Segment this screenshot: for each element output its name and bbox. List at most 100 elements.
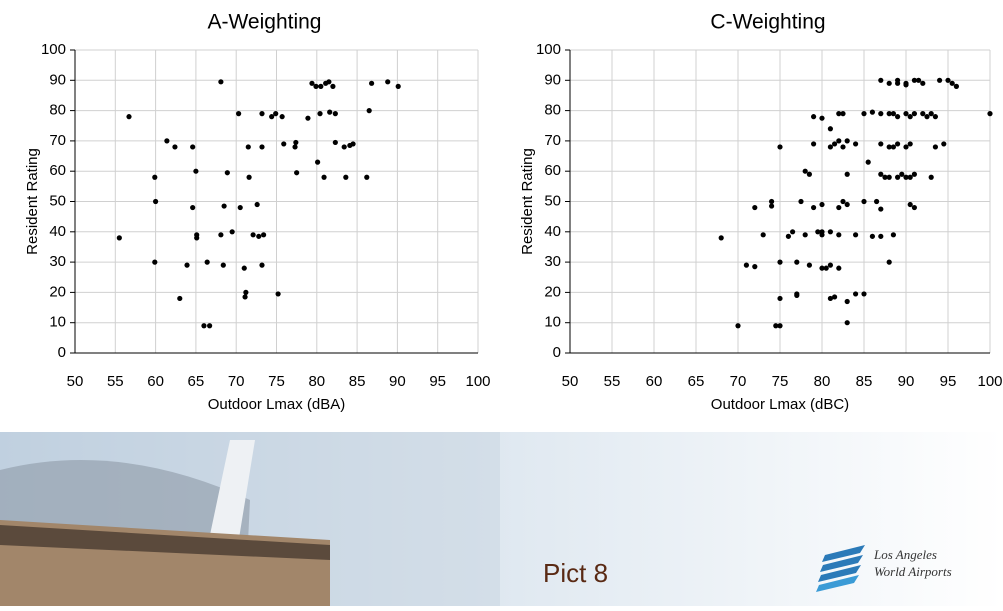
point [828,263,833,268]
x-tick-label: 85 [349,373,366,390]
point [280,114,285,119]
point [870,110,875,115]
point [117,235,122,240]
point [845,202,850,207]
point [878,234,883,239]
point [281,141,286,146]
point [205,260,210,265]
point [861,291,866,296]
point [878,78,883,83]
point [811,114,816,119]
point [950,81,955,86]
point [364,175,369,180]
point [903,144,908,149]
point [294,170,299,175]
point [305,116,310,121]
point [744,263,749,268]
y-tick-label: 10 [544,314,561,331]
point [828,126,833,131]
point [903,81,908,86]
point [912,111,917,116]
point [761,232,766,237]
point [908,141,913,146]
point [786,234,791,239]
x-tick-label: 75 [268,373,285,390]
point [243,290,248,295]
point [819,202,824,207]
point [769,199,774,204]
point [891,111,896,116]
point [878,172,883,177]
point [318,84,323,89]
y-tick-label: 70 [544,132,561,149]
point [184,263,189,268]
point [251,232,256,237]
point [164,138,169,143]
point [255,202,260,207]
point [887,260,892,265]
point [819,116,824,121]
point [945,78,950,83]
y-tick-label: 100 [536,41,561,58]
y-tick-label: 60 [544,162,561,179]
x-tick-label: 65 [188,373,205,390]
logo-text: World Airports [874,564,952,579]
point [790,229,795,234]
point [887,81,892,86]
point [259,144,264,149]
point [794,260,799,265]
point [895,78,900,83]
point [350,141,355,146]
point [218,79,223,84]
y-tick-label: 0 [553,344,561,361]
point [899,172,904,177]
point [777,296,782,301]
x-axis-label: Outdoor Lmax (dBC) [711,396,849,413]
point [798,199,803,204]
point [256,234,261,239]
point [342,144,347,149]
point [225,170,230,175]
x-tick-label: 95 [429,373,446,390]
point [828,229,833,234]
point [330,84,335,89]
point [752,264,757,269]
x-tick-label: 95 [940,373,957,390]
y-tick-label: 40 [544,223,561,240]
y-tick-label: 0 [58,344,66,361]
point [845,172,850,177]
x-tick-label: 50 [67,373,84,390]
x-tick-label: 100 [465,373,490,390]
point [836,266,841,271]
point [276,291,281,296]
point [246,144,251,149]
y-tick-label: 50 [49,192,66,209]
point [853,291,858,296]
x-tick-label: 60 [147,373,164,390]
point [193,169,198,174]
point [238,205,243,210]
point [920,81,925,86]
point [874,199,879,204]
point [987,111,992,116]
x-tick-label: 100 [977,373,1002,390]
point [152,175,157,180]
x-tick-label: 75 [772,373,789,390]
point [866,160,871,165]
point [912,172,917,177]
point [343,175,348,180]
point [190,144,195,149]
point [230,229,235,234]
point [292,144,297,149]
point [824,266,829,271]
x-tick-label: 90 [898,373,915,390]
point [845,299,850,304]
point [937,78,942,83]
point [924,114,929,119]
y-tick-label: 20 [49,283,66,300]
y-tick-label: 100 [41,41,66,58]
point [152,260,157,265]
y-tick-label: 90 [544,71,561,88]
point [933,114,938,119]
y-tick-label: 40 [49,223,66,240]
